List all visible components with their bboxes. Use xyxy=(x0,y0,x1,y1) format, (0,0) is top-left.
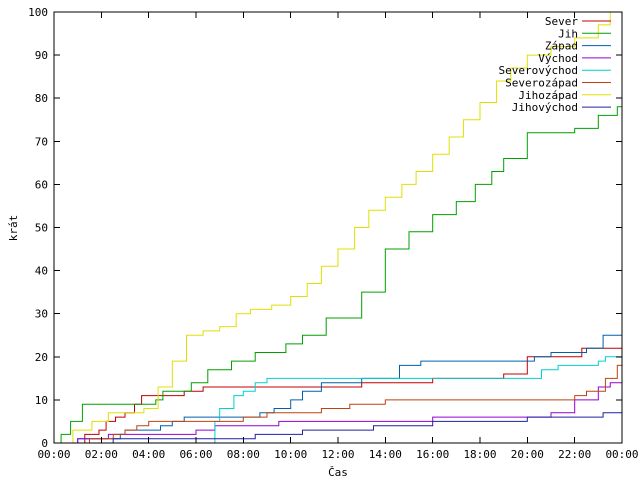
x-tick-label: 20:00 xyxy=(511,448,544,461)
legend-label: Jih xyxy=(558,27,578,40)
series-line-2 xyxy=(54,334,622,444)
x-tick-label: 14:00 xyxy=(369,448,402,461)
legend-label: Sever xyxy=(545,15,578,28)
x-tick-label: 18:00 xyxy=(463,448,496,461)
legend-label: Západ xyxy=(545,40,578,53)
y-tick-label: 40 xyxy=(35,265,48,278)
x-tick-label: 00:00 xyxy=(605,448,638,461)
y-tick-label: 60 xyxy=(35,178,48,191)
series-line-6 xyxy=(54,11,622,444)
x-tick-label: 02:00 xyxy=(85,448,118,461)
ticks-layer: 0 10 20 30 40 50 60 70 80 90 100 00:00 02:00 04:00 06:… xyxy=(28,6,638,461)
legend-label: Jihovýchod xyxy=(512,101,578,114)
series-layer xyxy=(54,11,622,444)
legend: SeverJihZápadVýchodSeverovýchodSeverozáp… xyxy=(499,15,611,114)
y-tick-label: 80 xyxy=(35,92,48,105)
y-tick-label: 10 xyxy=(35,394,48,407)
x-tick-label: 12:00 xyxy=(321,448,354,461)
x-tick-label: 10:00 xyxy=(274,448,307,461)
legend-label: Jihozápad xyxy=(518,89,578,102)
legend-label: Východ xyxy=(538,52,578,65)
x-tick-label: 08:00 xyxy=(227,448,260,461)
legend-label: Severozápad xyxy=(505,77,578,90)
x-tick-label: 00:00 xyxy=(37,448,70,461)
x-tick-label: 06:00 xyxy=(179,448,212,461)
x-tick-label: 16:00 xyxy=(416,448,449,461)
series-line-7 xyxy=(54,412,622,444)
x-tick-label: 04:00 xyxy=(132,448,165,461)
legend-label: Severovýchod xyxy=(499,64,578,77)
y-axis-title: krát xyxy=(7,215,20,242)
y-tick-label: 50 xyxy=(35,222,48,235)
x-axis-title: Čas xyxy=(328,466,348,479)
y-tick-label: 0 xyxy=(41,437,48,450)
y-tick-label: 20 xyxy=(35,351,48,364)
series-line-5 xyxy=(54,364,622,444)
y-tick-label: 100 xyxy=(28,6,48,19)
y-tick-label: 90 xyxy=(35,49,48,62)
series-line-1 xyxy=(54,106,622,444)
y-tick-label: 30 xyxy=(35,308,48,321)
series-line-0 xyxy=(54,347,622,444)
y-tick-label: 70 xyxy=(35,135,48,148)
series-line-3 xyxy=(54,382,622,444)
x-tick-label: 22:00 xyxy=(558,448,591,461)
